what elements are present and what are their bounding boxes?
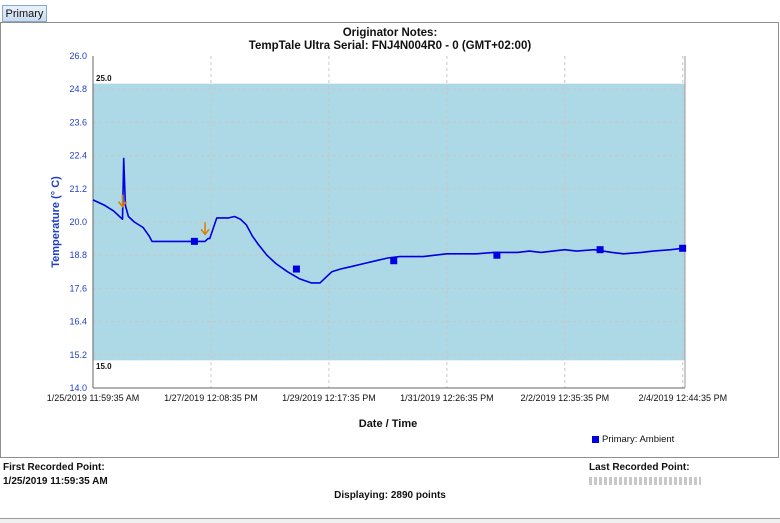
series-line-primary-ambient (92, 157, 683, 284)
y-tick-label: 24.8 (69, 84, 87, 94)
y-tick-label: 20.0 (69, 217, 87, 227)
chart-subtitle: TempTale Ultra Serial: FNJ4N004R0 - 0 (G… (248, 40, 532, 52)
legend: Primary: Ambient (592, 434, 674, 445)
displaying-count: Displaying: 2890 points (334, 490, 446, 501)
y-axis-label: Temperature (° C) (50, 176, 62, 268)
chart-title: Originator Notes: (342, 27, 438, 39)
series-marker (493, 251, 501, 259)
series-marker (679, 244, 687, 252)
legend-label: Primary: Ambient (602, 434, 675, 445)
footer: First Recorded Point: 1/25/2019 11:59:35… (0, 458, 780, 522)
series-marker (190, 237, 198, 245)
last-point-label: Last Recorded Point: (589, 462, 690, 473)
arrow-head (117, 201, 128, 208)
y-tick-label: 18.8 (69, 250, 87, 260)
series-marker (292, 265, 300, 273)
y-tick-label: 22.4 (69, 151, 87, 161)
upper-limit-label: 25.0 (96, 74, 112, 83)
arrow-head (200, 228, 210, 236)
x-tick-label: 1/31/2019 12:26:35 PM (400, 393, 494, 403)
status-bar (0, 518, 780, 523)
first-point-value: 1/25/2019 11:59:35 AM (3, 476, 108, 487)
x-tick-label: 2/2/2019 12:35:35 PM (521, 393, 610, 403)
annotation-arrow (117, 194, 128, 208)
annotation-arrow (200, 222, 210, 236)
x-tick-label: 2/4/2019 12:44:35 PM (639, 393, 728, 403)
legend-swatch (592, 435, 599, 443)
y-tick-label: 14.0 (69, 383, 87, 393)
lower-limit-label: 15.0 (96, 362, 112, 371)
tab-primary[interactable]: Primary (2, 5, 47, 22)
y-tick-label: 16.4 (69, 317, 87, 327)
y-tick-label: 23.6 (69, 117, 87, 127)
y-tick-label: 26.0 (69, 51, 87, 61)
series-marker (596, 246, 604, 254)
y-tick-label: 17.6 (69, 283, 87, 293)
y-tick-label: 21.2 (69, 184, 87, 194)
first-point-label: First Recorded Point: (3, 462, 105, 473)
x-tick-label: 1/25/2019 11:59:35 AM (47, 393, 139, 403)
x-tick-label: 1/29/2019 12:17:35 PM (282, 393, 376, 403)
last-point-value-obscured (589, 477, 701, 485)
x-tick-label: 1/27/2019 12:08:35 PM (164, 393, 258, 403)
x-axis-label: Date / Time (359, 418, 418, 430)
series-marker (390, 257, 398, 265)
y-tick-label: 15.2 (69, 350, 87, 360)
